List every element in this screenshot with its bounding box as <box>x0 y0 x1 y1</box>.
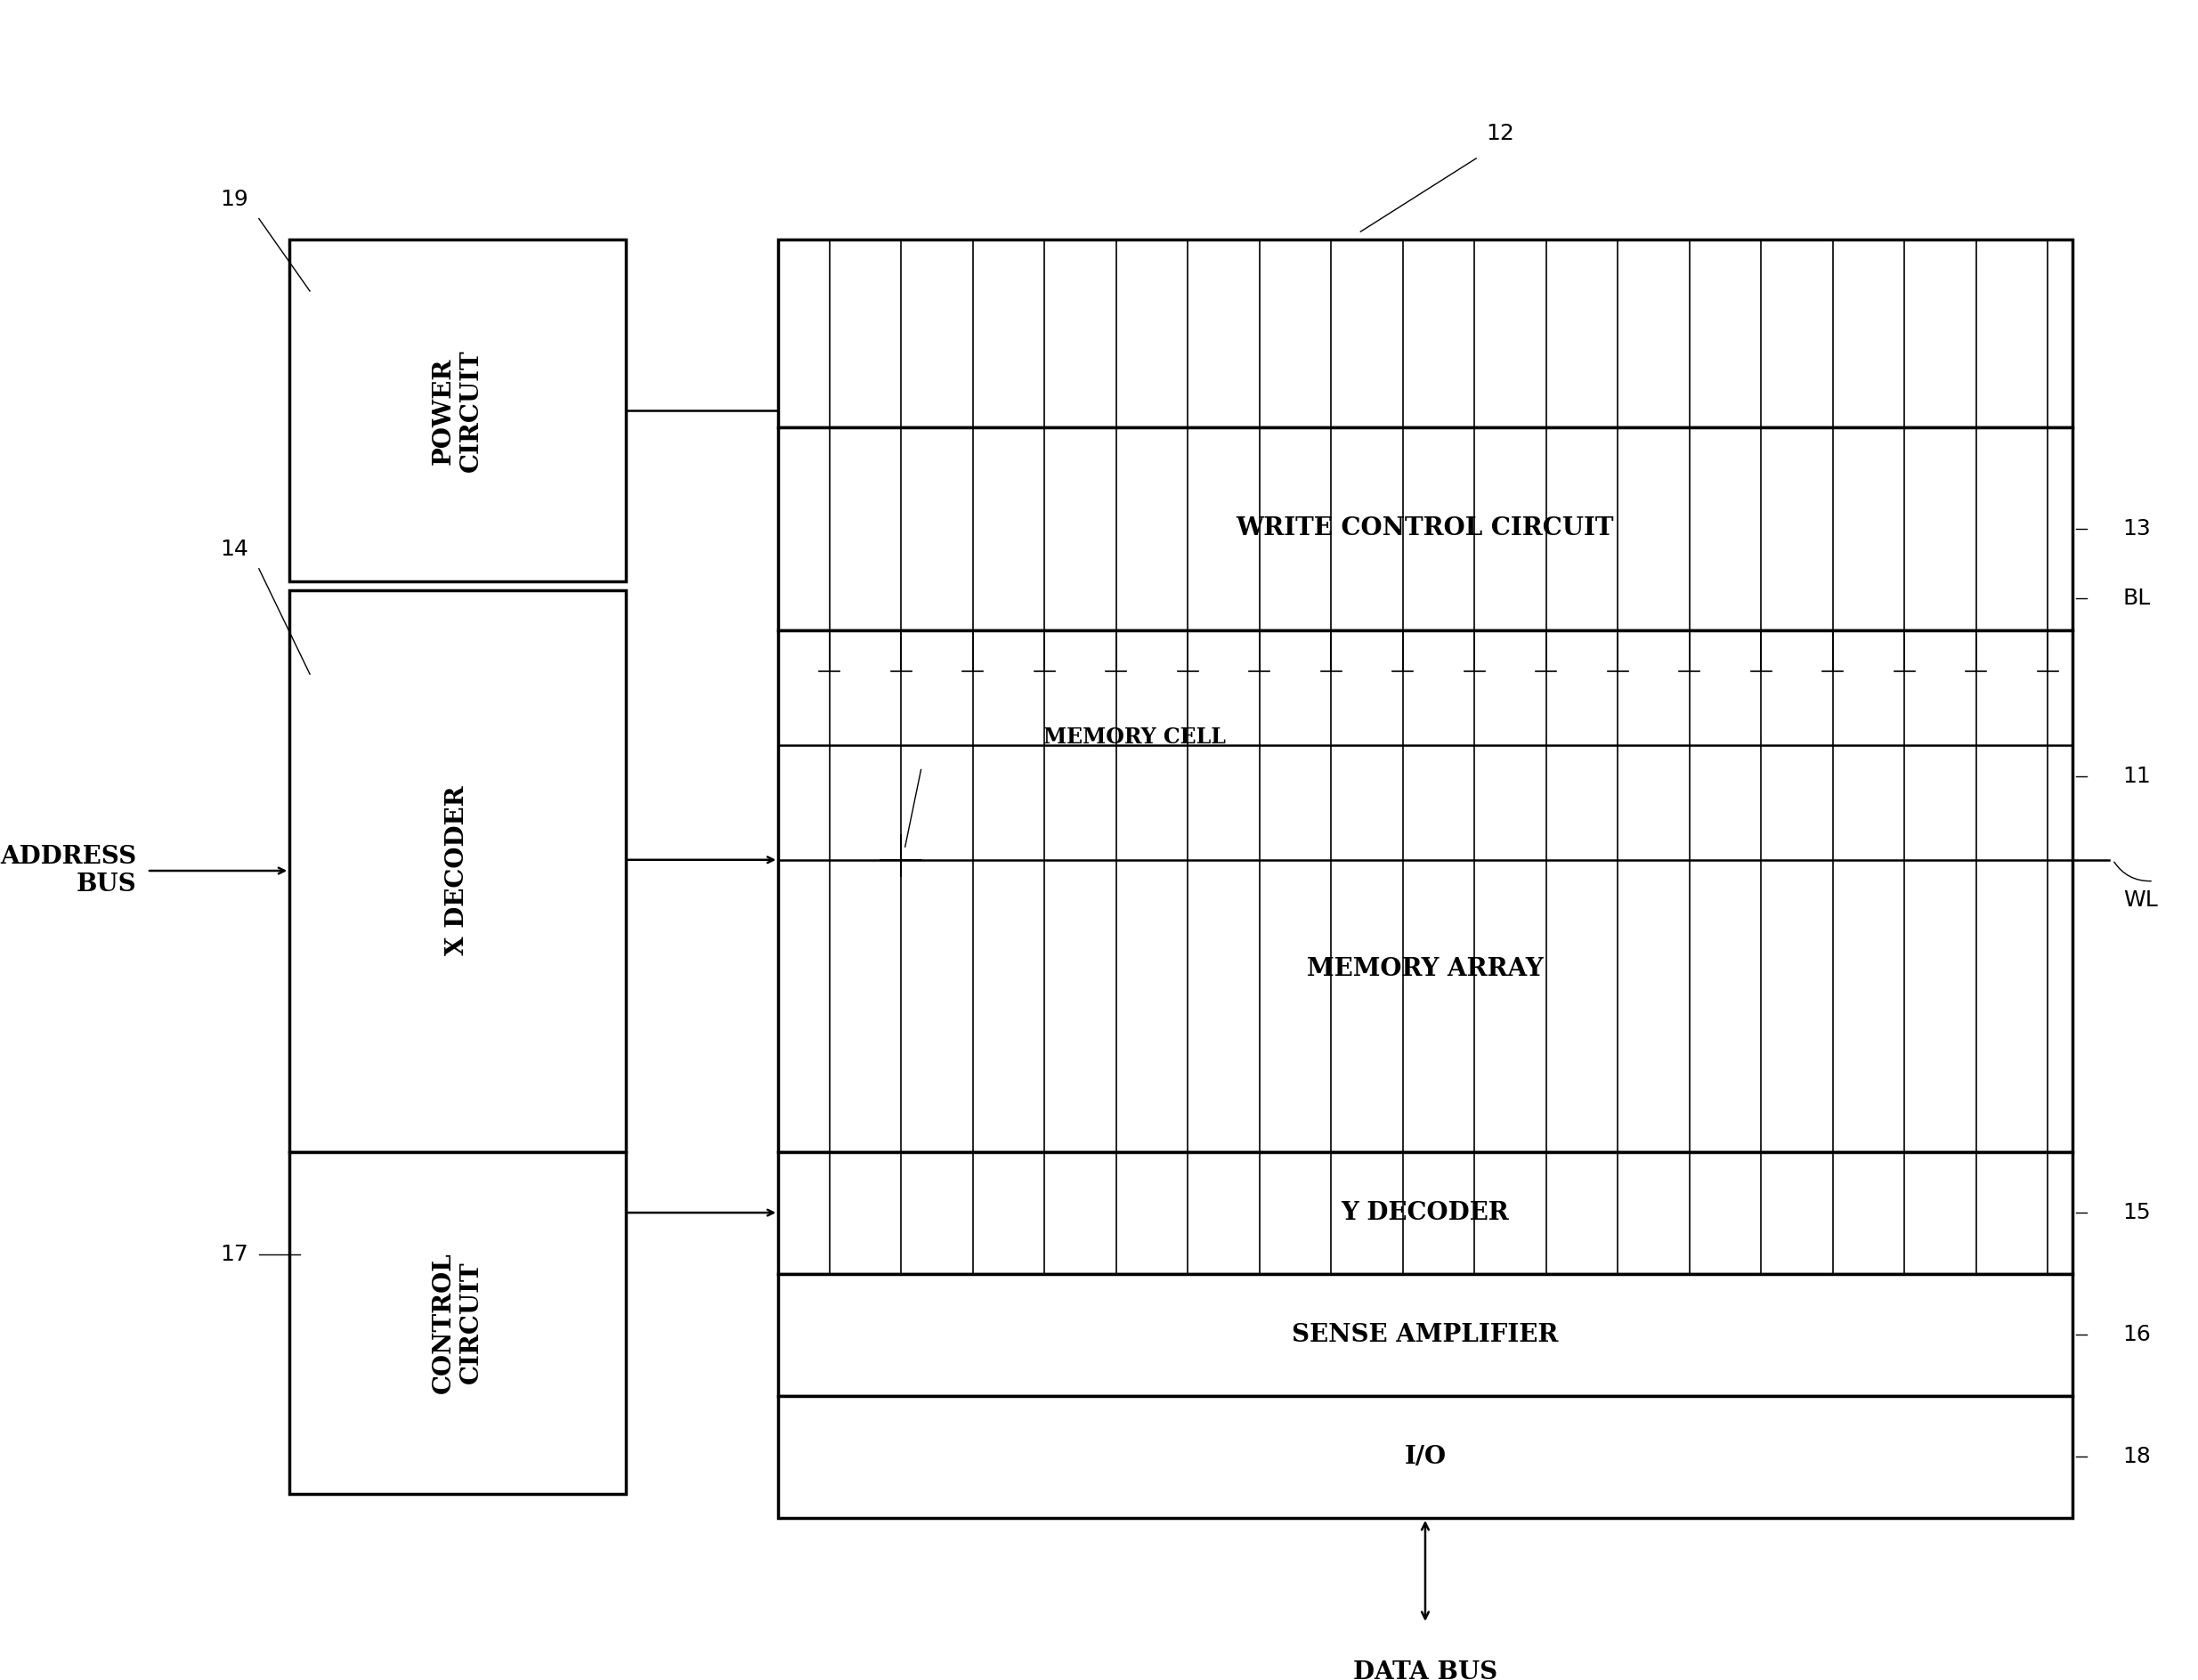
Text: 16: 16 <box>2123 1324 2152 1346</box>
Bar <box>778 630 2073 1151</box>
Bar <box>290 590 626 1151</box>
Text: WRITE CONTROL CIRCUIT: WRITE CONTROL CIRCUIT <box>1235 517 1613 541</box>
Bar <box>778 240 2073 427</box>
Text: I/O: I/O <box>1405 1445 1446 1468</box>
Text: X DECODER: X DECODER <box>446 786 470 956</box>
Text: MEMORY ARRAY: MEMORY ARRAY <box>1308 958 1543 981</box>
Text: MEMORY CELL: MEMORY CELL <box>1044 726 1226 748</box>
Bar <box>778 1396 2073 1519</box>
Text: 11: 11 <box>2123 766 2152 788</box>
Bar <box>290 240 626 581</box>
Text: 17: 17 <box>220 1243 248 1265</box>
Bar <box>778 1151 2073 1273</box>
Bar <box>778 427 2073 630</box>
Text: 18: 18 <box>2123 1446 2152 1468</box>
Text: 12: 12 <box>1486 123 1514 144</box>
Text: Y DECODER: Y DECODER <box>1341 1201 1510 1225</box>
Bar <box>290 1151 626 1494</box>
Text: BL: BL <box>2123 588 2152 608</box>
Text: DATA BUS: DATA BUS <box>1354 1660 1497 1680</box>
Text: 19: 19 <box>220 188 248 210</box>
Text: 14: 14 <box>220 539 248 559</box>
Text: ADDRESS
BUS: ADDRESS BUS <box>0 845 136 897</box>
Text: CONTROL
CIRCUIT: CONTROL CIRCUIT <box>431 1252 484 1393</box>
Text: POWER
CIRCUIT: POWER CIRCUIT <box>431 349 484 472</box>
Bar <box>778 1273 2073 1396</box>
Text: 15: 15 <box>2123 1201 2152 1223</box>
Text: WL: WL <box>2123 890 2158 911</box>
Text: SENSE AMPLIFIER: SENSE AMPLIFIER <box>1292 1322 1558 1347</box>
Text: 13: 13 <box>2123 517 2152 539</box>
